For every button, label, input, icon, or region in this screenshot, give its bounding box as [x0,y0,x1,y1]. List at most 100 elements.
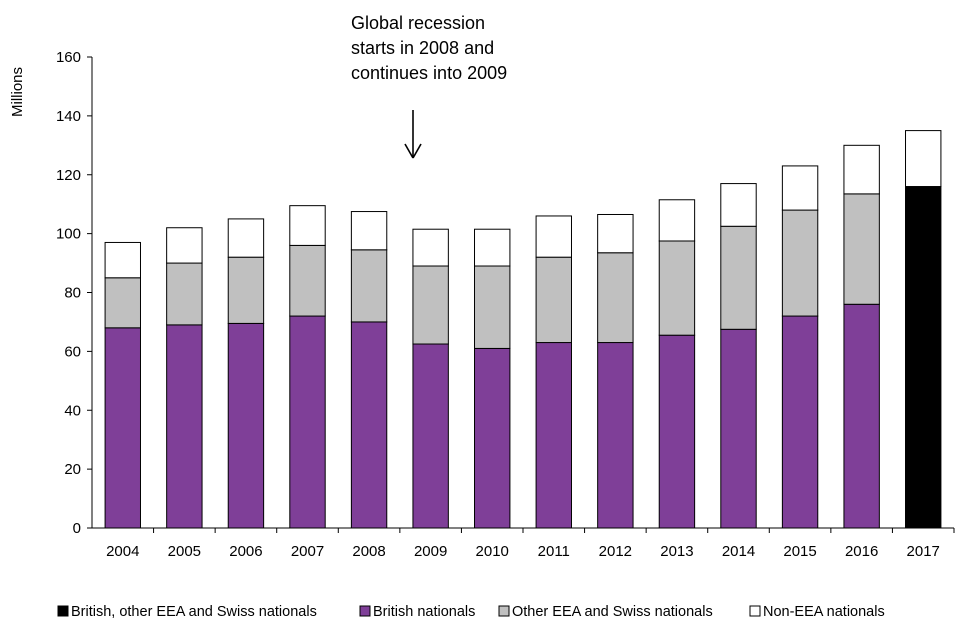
x-tick-label: 2006 [229,543,262,560]
y-axis-ticks: 0 20 40 60 80 100 120 140 160 [56,49,92,537]
bar-segment-2014-series-3 [720,183,757,227]
legend-item: British, other EEA and Swiss nationals [57,604,317,620]
legend: British, other EEA and Swiss nationals Br… [57,604,885,620]
bar-stack-2009 [412,228,449,529]
annotation-line-3: continues into 2009 [351,63,507,83]
bar-stack-2006 [227,218,265,529]
legend-item: Other EEA and Swiss nationals [498,604,713,620]
y-tick-label: 40 [64,402,81,419]
recession-annotation: Global recession starts in 2008 and cont… [351,13,507,159]
y-tick-label: 100 [56,226,81,243]
y-tick-label: 80 [64,285,81,302]
x-tick-label: 2012 [599,543,632,560]
bar-stack-2016 [843,144,880,529]
bar-stack-2012 [597,213,634,529]
bar-stacks [104,130,942,529]
bar-segment-2004-series-2 [104,277,141,329]
bar-segment-2004-series-1 [104,327,141,529]
bar-stack-2011 [535,215,572,529]
bar-stack-2005 [166,227,203,529]
bar-stack-2004 [104,241,141,529]
bar-segment-2010-series-1 [474,347,511,529]
legend-swatch [498,605,510,617]
x-tick-label: 2008 [352,543,385,560]
y-tick-label: 140 [56,108,81,125]
bar-segment-2012-series-2 [597,252,634,344]
annotation-line-2: starts in 2008 and [351,38,494,58]
bar-segment-2005-series-3 [166,227,203,264]
bar-segment-2015-series-2 [781,209,819,317]
legend-swatch [749,605,761,617]
x-tick-label: 2016 [845,543,878,560]
y-tick-label: 160 [56,49,81,66]
x-tick-label: 2005 [168,543,201,560]
down-arrow-icon [404,110,422,159]
y-axis-label: Millions [9,67,26,117]
legend-label: British nationals [373,604,475,620]
x-tick-label: 2004 [106,543,139,560]
bar-segment-2008-series-2 [350,249,388,323]
bar-segment-2008-series-1 [350,321,388,529]
bar-segment-2014-series-2 [720,225,757,330]
bar-stack-2017 [905,130,942,529]
bar-segment-2014-series-1 [720,328,757,529]
bar-segment-2016-series-3 [843,144,880,195]
bar-segment-2017-series-3 [905,130,942,188]
bar-stack-2013 [658,199,696,529]
bar-segment-2015-series-1 [781,315,819,529]
y-tick-label: 0 [73,520,81,537]
legend-label: British, other EEA and Swiss nationals [71,604,317,620]
bar-segment-2009-series-3 [412,228,449,267]
bar-segment-2006-series-2 [227,256,265,324]
bar-segment-2005-series-2 [166,262,203,326]
bar-segment-2004-series-3 [104,241,141,279]
legend-swatch [57,605,69,617]
bar-segment-2016-series-1 [843,303,880,529]
bar-segment-2005-series-1 [166,324,203,529]
bar-segment-2009-series-2 [412,265,449,345]
legend-label: Other EEA and Swiss nationals [512,604,713,620]
y-tick-label: 120 [56,167,81,184]
bar-stack-2007 [289,205,326,529]
legend-label: Non-EEA nationals [763,604,885,620]
bar-stack-2015 [781,165,819,529]
bar-segment-2009-series-1 [412,343,449,529]
x-tick-label: 2011 [538,543,570,560]
bar-segment-2007-series-3 [289,205,326,246]
bar-segment-2013-series-2 [658,240,696,336]
legend-item: Non-EEA nationals [749,604,885,620]
bar-segment-2015-series-3 [781,165,819,211]
bar-segment-2007-series-2 [289,244,326,317]
bar-stack-2010 [474,228,511,529]
x-tick-label: 2010 [476,543,509,560]
y-tick-label: 60 [64,343,81,360]
y-tick-label: 20 [64,461,81,478]
bar-segment-2012-series-3 [597,213,634,254]
x-tick-label: 2017 [907,543,940,560]
bar-segment-2013-series-1 [658,334,696,529]
bar-stack-2014 [720,183,757,529]
legend-swatch [359,605,371,617]
annotation-line-1: Global recession [351,13,485,33]
x-axis-tick-labels: 2004 2005 2006 2007 2008 2009 2010 2011 2012 2013… [106,528,955,560]
bar-segment-2008-series-3 [350,211,388,251]
x-tick-label: 2007 [291,543,324,560]
x-tick-label: 2015 [783,543,816,560]
bar-segment-2011-series-3 [535,215,572,258]
bar-segment-2011-series-2 [535,256,572,344]
bar-segment-2011-series-1 [535,342,572,529]
bar-segment-2006-series-1 [227,322,265,529]
bar-segment-2010-series-3 [474,228,511,267]
legend-item: British nationals [359,604,475,620]
bar-segment-2010-series-2 [474,265,511,349]
bar-segment-2012-series-1 [597,342,634,529]
x-tick-label: 2013 [660,543,693,560]
bar-segment-2013-series-3 [658,199,696,242]
bar-stack-2008 [350,211,388,529]
bar-segment-2007-series-1 [289,315,326,529]
bar-segment-2016-series-2 [843,193,880,305]
bar-segment-2006-series-3 [227,218,265,258]
bar-segment-2017-series-0 [905,186,942,529]
x-tick-label: 2009 [414,543,447,560]
